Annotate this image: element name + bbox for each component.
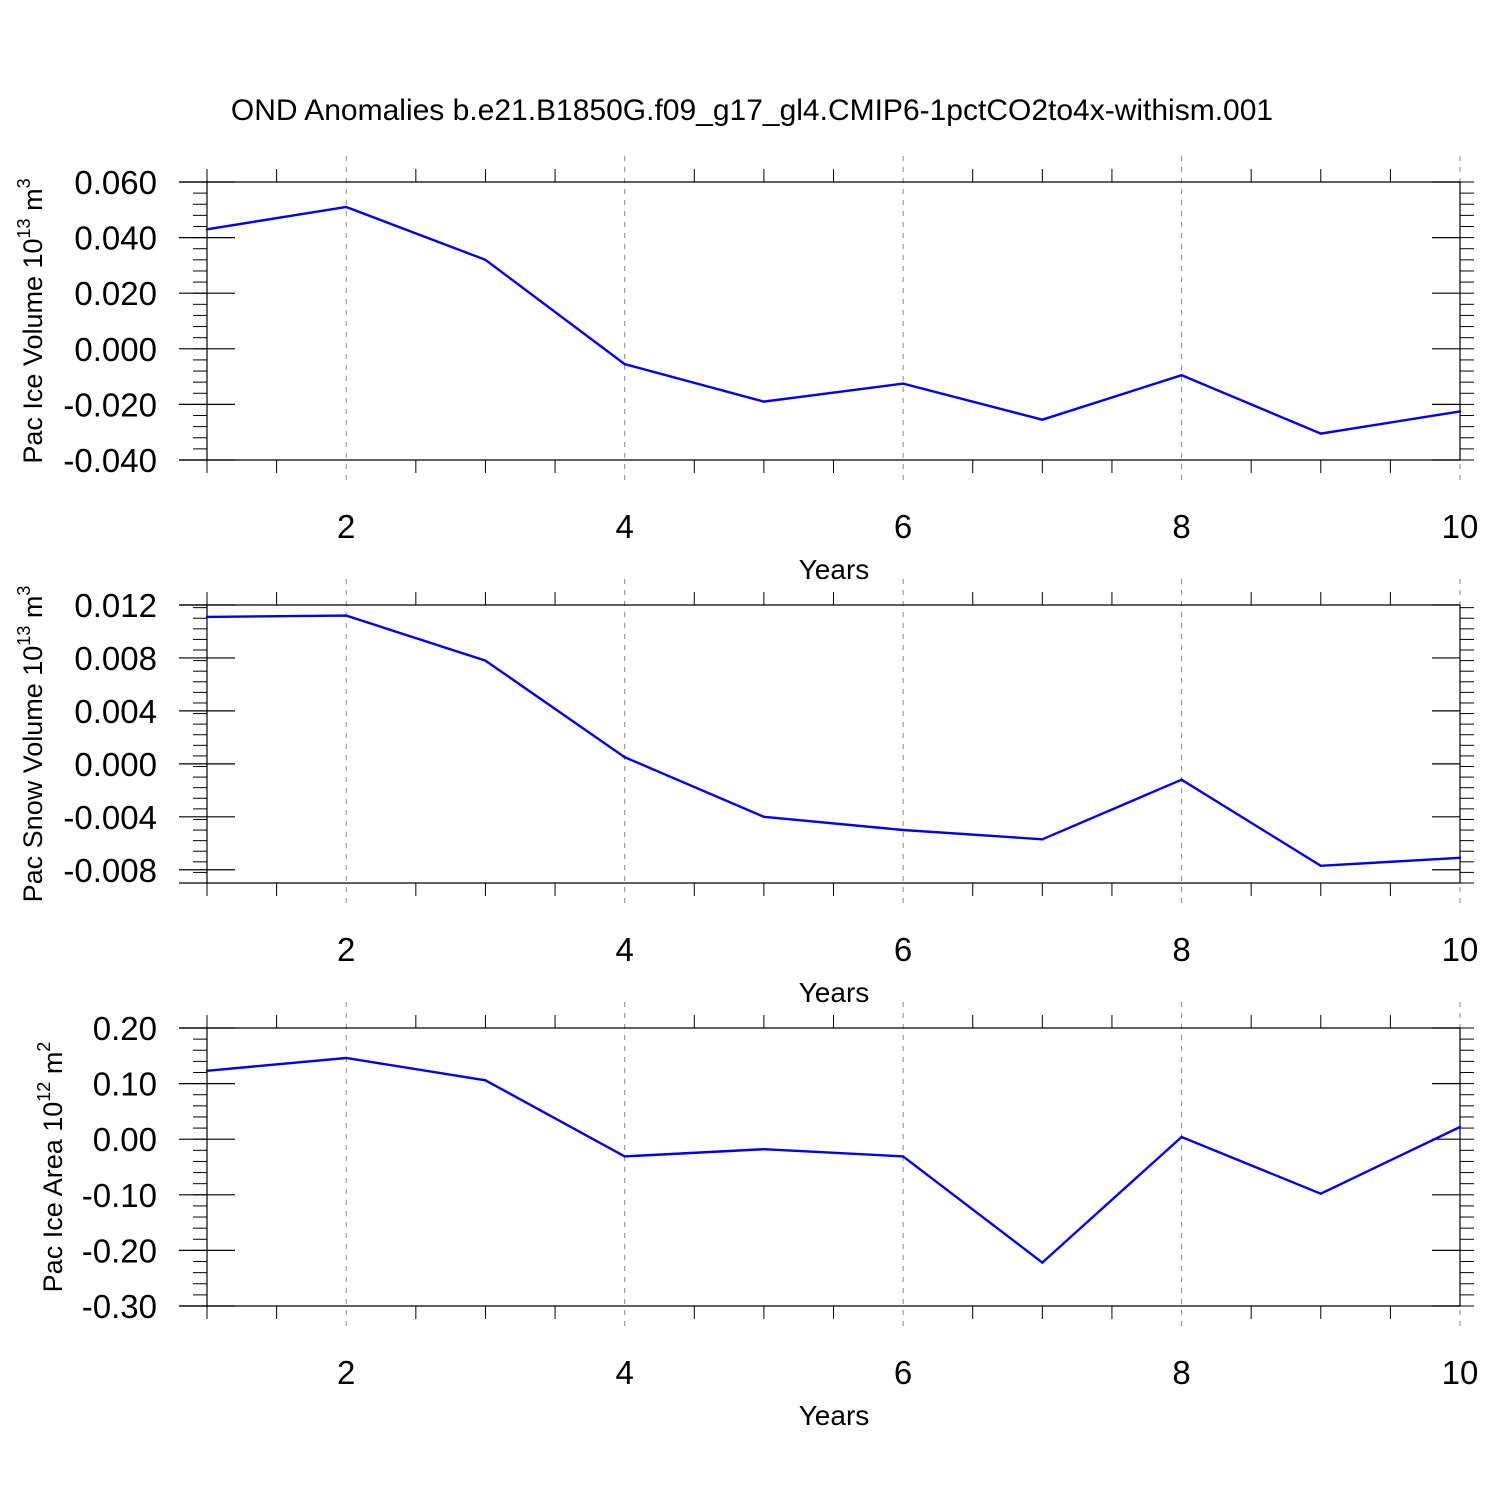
data-point xyxy=(1319,1192,1322,1195)
data-point xyxy=(901,828,905,832)
x-tick-label: 6 xyxy=(894,508,912,545)
x-tick-label: 10 xyxy=(1442,508,1479,545)
x-tick-label: 2 xyxy=(337,931,355,968)
data-point xyxy=(1319,864,1322,867)
y-tick-label: 0.00 xyxy=(93,1121,157,1158)
x-tick-label: 4 xyxy=(615,931,633,968)
data-point xyxy=(901,1155,905,1158)
panel-2: 0.012 0.008 0.004 0.000 -0.004 -0.008 2 4 6 8 10 Ye… xyxy=(14,579,1478,1008)
x-tick-label: 8 xyxy=(1172,931,1190,968)
data-point xyxy=(623,1155,626,1158)
y-tick-label: 0.000 xyxy=(74,746,157,783)
data-point xyxy=(901,382,905,385)
y-tick-label: -0.008 xyxy=(63,852,157,889)
data-point xyxy=(484,1079,487,1082)
x-tick-label: 6 xyxy=(894,1354,912,1391)
x-axis-label: Years xyxy=(799,1400,870,1431)
data-point xyxy=(1041,838,1044,841)
y-tick-label: -0.10 xyxy=(82,1177,157,1214)
y-tick-label: 0.10 xyxy=(93,1066,157,1103)
data-point xyxy=(484,659,487,662)
y-tick-label: -0.20 xyxy=(82,1232,157,1269)
data-point xyxy=(1180,1135,1183,1139)
x-tick-label: 4 xyxy=(615,508,633,545)
data-point xyxy=(1180,374,1183,377)
panels: 0.060 0.040 0.020 0.000 -0.020 -0.040 2 4 6 8 10 Ye… xyxy=(14,156,1478,1431)
data-point xyxy=(762,400,766,403)
y-tick-label: 0.060 xyxy=(74,164,157,201)
data-point xyxy=(623,756,626,759)
data-point xyxy=(484,258,487,262)
y-tick-label: -0.020 xyxy=(63,386,157,423)
data-point xyxy=(205,615,209,619)
data-point xyxy=(345,1056,348,1060)
y-tick-label: -0.004 xyxy=(63,799,157,836)
data-point xyxy=(1458,1125,1462,1129)
x-tick-label: 10 xyxy=(1442,931,1479,968)
panel-3: 0.20 0.10 0.00 -0.10 -0.20 -0.30 2 4 6 8 10 Years Pa… xyxy=(34,1002,1478,1431)
data-point xyxy=(762,815,766,819)
data-point xyxy=(1180,778,1183,781)
data-point xyxy=(1458,410,1462,413)
y-axis-label: Pac Snow Volume 1013 m3 xyxy=(14,586,48,903)
x-tick-label: 2 xyxy=(337,508,355,545)
data-point xyxy=(623,362,626,366)
x-tick-label: 10 xyxy=(1442,1354,1479,1391)
y-axis-label: Pac Ice Area 1012 m2 xyxy=(34,1042,68,1293)
data-point xyxy=(1319,432,1322,435)
data-point xyxy=(1041,418,1044,421)
series-line xyxy=(206,614,1461,868)
chart-title: OND Anomalies b.e21.B1850G.f09_g17_gl4.C… xyxy=(231,94,1273,127)
series-line xyxy=(206,205,1461,435)
y-tick-label: 0.000 xyxy=(74,331,157,368)
x-tick-label: 8 xyxy=(1172,1354,1190,1391)
x-tick-label: 6 xyxy=(894,931,912,968)
x-tick-label: 2 xyxy=(337,1354,355,1391)
x-axis-label: Years xyxy=(799,554,870,585)
data-point xyxy=(762,1148,766,1151)
data-point xyxy=(345,205,348,209)
x-axis-label: Years xyxy=(799,977,870,1008)
y-tick-label: 0.012 xyxy=(74,587,157,624)
y-tick-label: 0.004 xyxy=(74,693,157,730)
data-point xyxy=(345,614,348,617)
y-tick-label: 0.040 xyxy=(74,220,157,257)
data-point xyxy=(1041,1261,1044,1264)
panel-1: 0.060 0.040 0.020 0.000 -0.020 -0.040 2 4 6 8 10 Ye… xyxy=(14,156,1478,585)
x-tick-label: 8 xyxy=(1172,508,1190,545)
data-point xyxy=(205,1069,209,1073)
y-tick-label: -0.040 xyxy=(63,442,157,479)
y-tick-label: 0.020 xyxy=(74,275,157,312)
y-tick-label: 0.008 xyxy=(74,640,157,677)
y-axis-label: Pac Ice Volume 1013 m3 xyxy=(14,178,48,463)
x-tick-label: 4 xyxy=(615,1354,633,1391)
y-tick-label: 0.20 xyxy=(93,1010,157,1047)
y-tick-label: -0.30 xyxy=(82,1288,157,1325)
data-point xyxy=(1458,856,1462,860)
data-point xyxy=(205,228,209,231)
series-line xyxy=(206,1056,1461,1265)
